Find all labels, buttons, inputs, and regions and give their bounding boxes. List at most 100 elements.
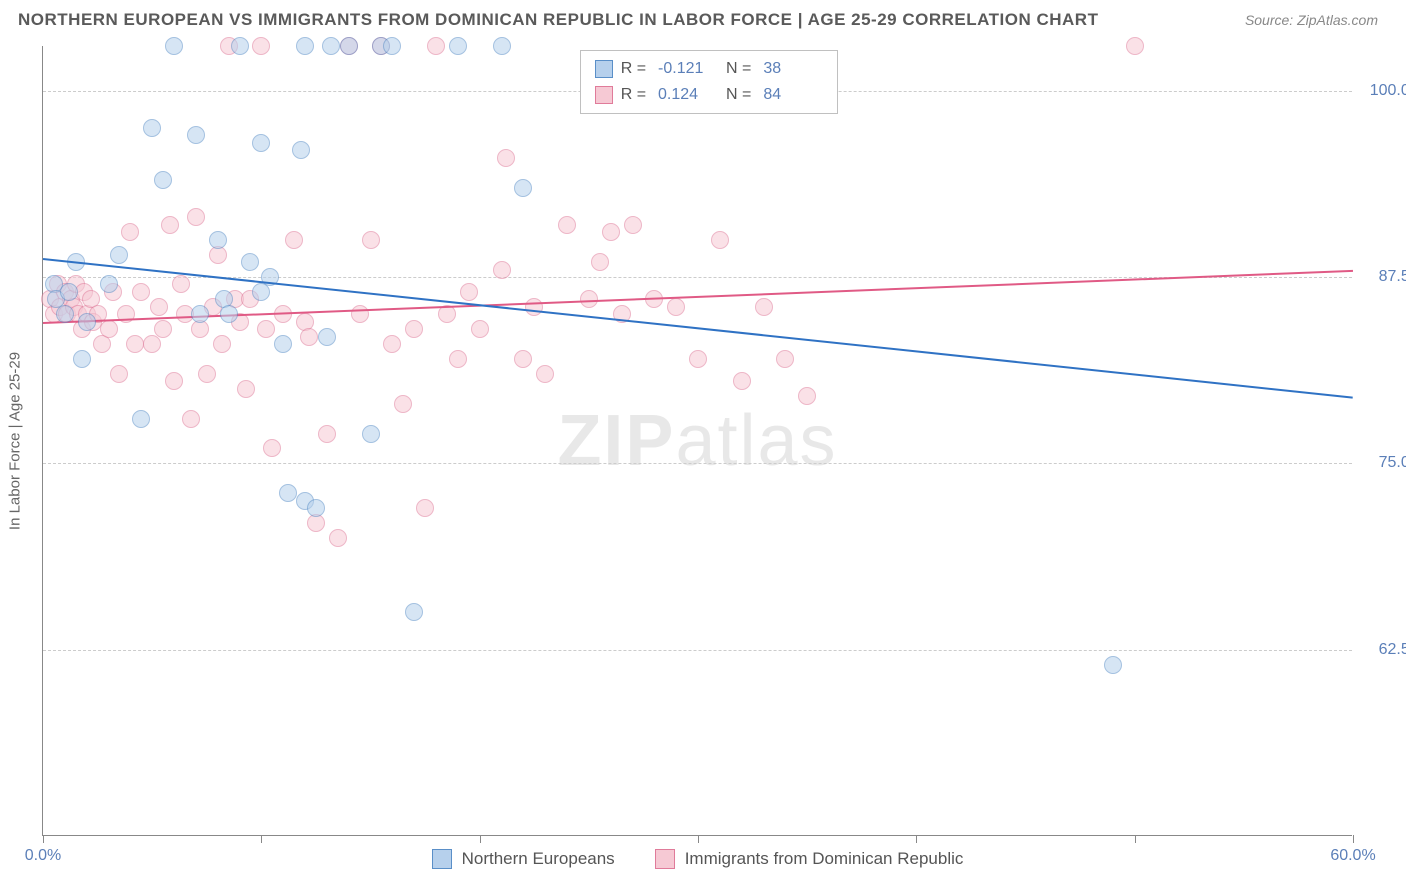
watermark-bold: ZIP <box>557 401 675 481</box>
x-tick <box>43 835 44 843</box>
series-b-point <box>471 320 489 338</box>
series-a-point <box>318 328 336 346</box>
series-a-n-label: N = <box>726 60 751 78</box>
series-b-point <box>100 320 118 338</box>
series-a-r-value: -0.121 <box>658 60 718 78</box>
series-a-point <box>340 37 358 55</box>
series-b-point <box>351 305 369 323</box>
series-a-point <box>241 253 259 271</box>
series-b-point <box>263 439 281 457</box>
series-b-point <box>187 208 205 226</box>
plot-area: ZIPatlas 62.5%75.0%87.5%100.0%0.0%60.0% <box>43 46 1352 835</box>
series-a-point <box>220 305 238 323</box>
series-a-point <box>383 37 401 55</box>
legend-label-a: Northern Europeans <box>462 849 615 869</box>
series-b-point <box>329 529 347 547</box>
series-b-point <box>154 320 172 338</box>
series-b-r-value: 0.124 <box>658 86 718 104</box>
x-tick <box>1135 835 1136 843</box>
stats-row-b: R = 0.124 N = 84 <box>595 82 824 108</box>
series-a-point <box>154 171 172 189</box>
series-a-point <box>132 410 150 428</box>
series-b-point <box>667 298 685 316</box>
series-b-point <box>427 37 445 55</box>
series-a-point <box>110 246 128 264</box>
series-b-point <box>126 335 144 353</box>
legend-item-a: Northern Europeans <box>432 849 615 869</box>
series-b-point <box>213 335 231 353</box>
series-b-point <box>121 223 139 241</box>
x-tick <box>480 835 481 843</box>
series-b-point <box>558 216 576 234</box>
series-b-point <box>300 328 318 346</box>
chart-container: In Labor Force | Age 25-29 ZIPatlas 62.5… <box>42 46 1352 836</box>
series-a-point <box>274 335 292 353</box>
series-b-point <box>449 350 467 368</box>
series-b-point <box>285 231 303 249</box>
series-b-point <box>318 425 336 443</box>
series-b-point <box>165 372 183 390</box>
series-b-point <box>172 275 190 293</box>
series-b-point <box>493 261 511 279</box>
series-a-point <box>231 37 249 55</box>
series-b-point <box>252 37 270 55</box>
stats-row-a: R = -0.121 N = 38 <box>595 56 824 82</box>
series-b-point <box>497 149 515 167</box>
y-axis-label: In Labor Force | Age 25-29 <box>7 351 24 529</box>
series-b-point <box>110 365 128 383</box>
series-a-point <box>307 499 325 517</box>
series-a-n-value: 38 <box>763 60 823 78</box>
x-tick <box>1353 835 1354 843</box>
series-b-n-value: 84 <box>763 86 823 104</box>
series-b-point <box>416 499 434 517</box>
series-b-point <box>383 335 401 353</box>
series-a-point <box>56 305 74 323</box>
series-b-point <box>591 253 609 271</box>
series-a-r-label: R = <box>621 60 646 78</box>
series-b-point <box>394 395 412 413</box>
series-a-point <box>322 37 340 55</box>
series-b-point <box>1126 37 1144 55</box>
series-a-point <box>73 350 91 368</box>
series-b-point <box>798 387 816 405</box>
series-a-point <box>362 425 380 443</box>
series-b-point <box>198 365 216 383</box>
series-b-point <box>536 365 554 383</box>
series-a-point <box>514 179 532 197</box>
series-b-r-label: R = <box>621 86 646 104</box>
series-a-point <box>1104 656 1122 674</box>
series-b-point <box>689 350 707 368</box>
series-b-point <box>150 298 168 316</box>
series-a-point <box>493 37 511 55</box>
x-tick <box>698 835 699 843</box>
series-b-point <box>257 320 275 338</box>
series-b-point <box>182 410 200 428</box>
series-a-point <box>279 484 297 502</box>
y-tick-label: 100.0% <box>1370 82 1406 100</box>
series-b-point <box>460 283 478 301</box>
series-a-point <box>187 126 205 144</box>
x-tick <box>261 835 262 843</box>
series-a-point <box>78 313 96 331</box>
series-b-point <box>776 350 794 368</box>
y-tick-label: 87.5% <box>1379 268 1406 286</box>
watermark: ZIPatlas <box>557 400 837 482</box>
series-a-point <box>60 283 78 301</box>
series-b-point <box>161 216 179 234</box>
legend-swatch-a <box>432 849 452 869</box>
x-tick <box>916 835 917 843</box>
watermark-thin: atlas <box>675 401 837 481</box>
y-tick-label: 62.5% <box>1379 641 1406 659</box>
y-tick-label: 75.0% <box>1379 454 1406 472</box>
legend-swatch-b <box>655 849 675 869</box>
series-b-point <box>237 380 255 398</box>
series-b-point <box>711 231 729 249</box>
gridline <box>43 650 1352 651</box>
series-a-point <box>405 603 423 621</box>
legend-item-b: Immigrants from Dominican Republic <box>655 849 964 869</box>
series-a-point <box>252 134 270 152</box>
series-b-point <box>405 320 423 338</box>
series-a-point <box>209 231 227 249</box>
legend-label-b: Immigrants from Dominican Republic <box>685 849 964 869</box>
series-b-swatch <box>595 86 613 104</box>
